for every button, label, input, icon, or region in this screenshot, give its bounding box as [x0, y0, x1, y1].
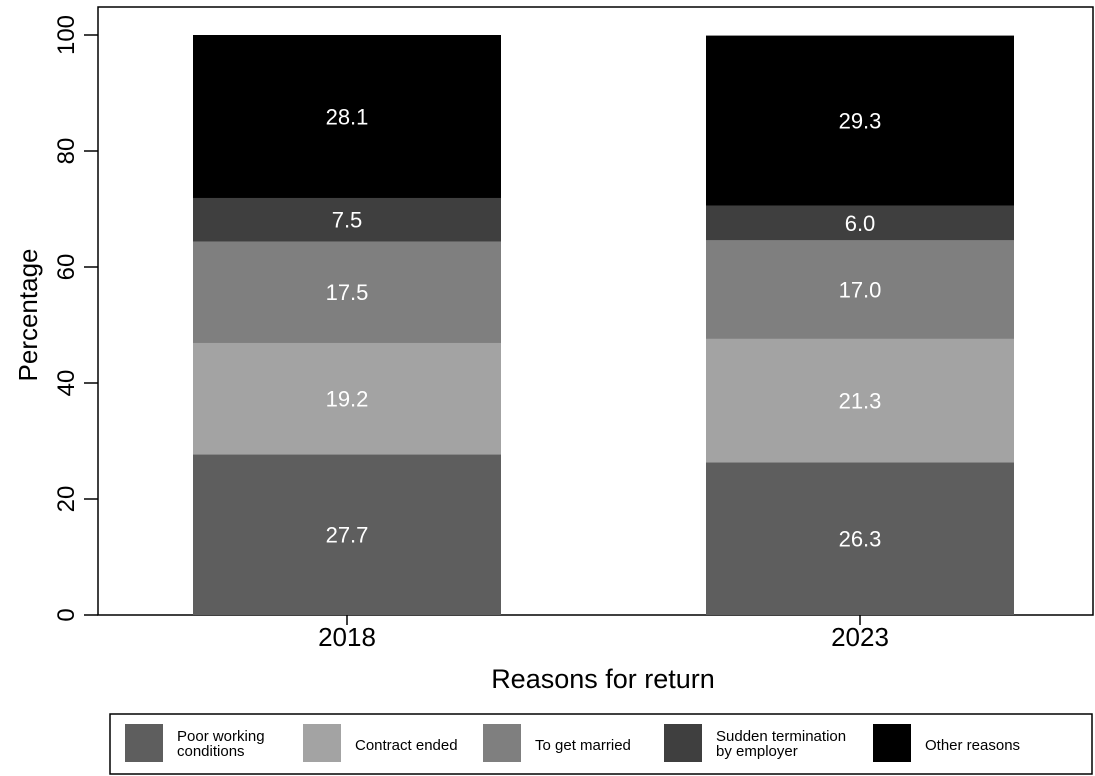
- data-label: 26.3: [839, 527, 882, 552]
- legend-label: Poor working conditions: [177, 728, 265, 760]
- data-label: 6.0: [845, 211, 876, 236]
- data-label: 28.1: [326, 104, 369, 129]
- plot-area: [97, 6, 1094, 616]
- data-label: 27.7: [326, 523, 369, 548]
- data-label: 21.3: [839, 389, 882, 414]
- axes: 0 20 40 60 80 100 2018 2023: [53, 15, 889, 652]
- legend-swatch: [664, 724, 702, 762]
- legend-swatch: [125, 724, 163, 762]
- bar-segment: [193, 342, 501, 455]
- data-label: 19.2: [326, 387, 369, 412]
- data-label: 17.0: [839, 278, 882, 303]
- bar-segment: [706, 35, 1014, 206]
- bar-segment: [193, 241, 501, 343]
- y-tick-label: 60: [53, 254, 80, 281]
- legend-label: Contract ended: [355, 737, 458, 754]
- bar-segment: [706, 205, 1014, 241]
- data-label: 17.5: [326, 280, 369, 305]
- bar-segment: [706, 338, 1014, 463]
- y-tick-label: 100: [53, 15, 80, 55]
- data-label: 29.3: [839, 109, 882, 134]
- legend-label: Sudden termination by employer: [716, 728, 846, 760]
- legend-label: Other reasons: [925, 737, 1020, 754]
- bar-segment: [706, 462, 1014, 615]
- x-tick-label: 2018: [318, 622, 376, 652]
- bar-segment: [193, 35, 501, 198]
- y-tick-label: 20: [53, 486, 80, 513]
- bars: 27.7 19.2 17.5 7.5 28.1 26.3 21.3 17.0 6.0 29.3: [193, 35, 1014, 615]
- legend-frame: [109, 713, 1093, 775]
- y-axis-title: Percentage: [13, 249, 43, 382]
- bar-segment: [706, 240, 1014, 339]
- y-tick-label: 0: [53, 608, 80, 621]
- x-tick-label: 2023: [831, 622, 889, 652]
- legend-swatch: [483, 724, 521, 762]
- legend: Poor working conditions Contract ended To g…: [109, 713, 1093, 775]
- bar-segment: [193, 454, 501, 615]
- legend-label: To get married: [535, 737, 631, 754]
- y-tick-label: 40: [53, 370, 80, 397]
- data-label: 7.5: [332, 208, 363, 233]
- plot-frame: [97, 6, 1094, 616]
- legend-swatch: [303, 724, 341, 762]
- bar-segment: [193, 197, 501, 242]
- legend-swatch: [873, 724, 911, 762]
- y-tick-label: 80: [53, 138, 80, 165]
- x-axis-title: Reasons for return: [491, 664, 715, 694]
